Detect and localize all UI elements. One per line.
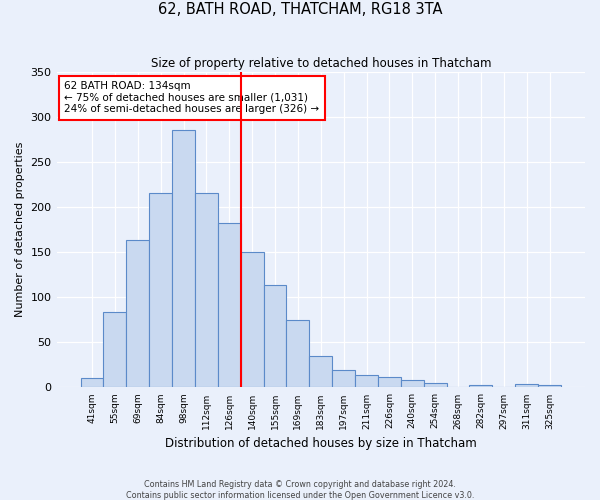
Bar (263, 286, 286, 388)
Bar (515, 384, 538, 388)
Bar (241, 252, 263, 388)
Bar (80, 378, 103, 388)
Title: Size of property relative to detached houses in Thatcham: Size of property relative to detached ho… (151, 58, 491, 70)
Bar (149, 194, 172, 388)
Bar (378, 376, 401, 388)
X-axis label: Distribution of detached houses by size in Thatcham: Distribution of detached houses by size … (165, 437, 476, 450)
Bar (401, 380, 424, 388)
Bar (127, 240, 149, 388)
Bar (538, 384, 561, 388)
Bar (424, 383, 446, 388)
Bar (332, 370, 355, 388)
Bar (172, 130, 195, 388)
Bar (469, 384, 493, 388)
Bar (286, 320, 310, 388)
Bar (310, 356, 332, 388)
Text: 62, BATH ROAD, THATCHAM, RG18 3TA: 62, BATH ROAD, THATCHAM, RG18 3TA (158, 2, 442, 18)
Y-axis label: Number of detached properties: Number of detached properties (15, 142, 25, 317)
Bar (355, 375, 378, 388)
Bar (103, 312, 127, 388)
Text: Contains HM Land Registry data © Crown copyright and database right 2024.
Contai: Contains HM Land Registry data © Crown c… (126, 480, 474, 500)
Bar (195, 194, 218, 388)
Text: 62 BATH ROAD: 134sqm
← 75% of detached houses are smaller (1,031)
24% of semi-de: 62 BATH ROAD: 134sqm ← 75% of detached h… (64, 81, 320, 114)
Bar (218, 223, 241, 388)
